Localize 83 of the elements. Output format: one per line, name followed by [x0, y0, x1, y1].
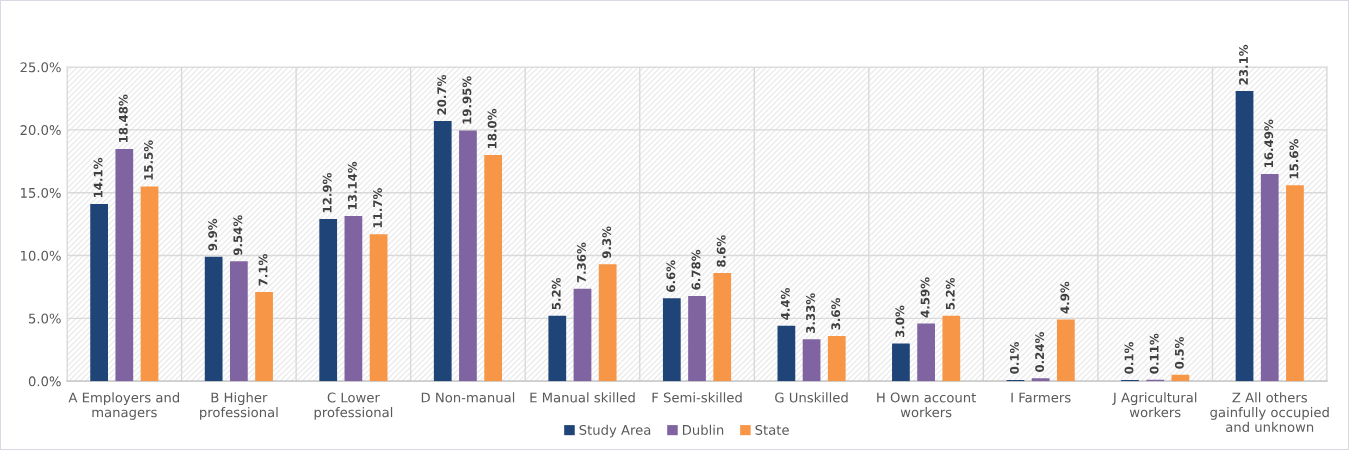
bar — [90, 204, 108, 382]
x-tick-label: C Lower professional — [314, 392, 393, 420]
data-label: 20.7% — [437, 74, 447, 115]
bar — [713, 273, 732, 382]
bar — [1056, 319, 1075, 382]
x-tick-label: F Semi-skilled — [652, 392, 742, 403]
bar — [942, 315, 961, 382]
data-label: 3.33% — [806, 293, 815, 333]
data-label: 9.54% — [233, 215, 243, 256]
data-label: 5.2% — [551, 277, 561, 310]
data-label: 15.5% — [144, 140, 153, 180]
y-tick-label: 10.0% — [21, 250, 61, 261]
bar — [1171, 374, 1190, 382]
data-label: 13.14% — [347, 161, 357, 210]
data-label: 12.9% — [322, 172, 332, 213]
x-tick-label: A Employers and managers — [68, 392, 179, 420]
data-label: 18.48% — [118, 94, 128, 143]
x-tick-label: D Non-manual — [421, 392, 515, 403]
bar — [140, 186, 159, 382]
x-tick-label: H Own account workers — [877, 392, 976, 418]
bar — [459, 130, 477, 382]
data-label: 3.6% — [831, 298, 841, 330]
bar — [1286, 185, 1304, 382]
data-label: 11.7% — [373, 188, 383, 228]
y-tick-label: 15.0% — [21, 187, 61, 198]
data-label: 4.4% — [780, 287, 790, 320]
bar — [827, 335, 846, 382]
data-label: 16.49% — [1264, 119, 1274, 168]
y-tick-label: 20.0% — [20, 125, 61, 136]
data-label: 6.78% — [691, 249, 701, 290]
bar — [662, 298, 681, 382]
bar — [892, 343, 910, 382]
data-label: 5.2% — [945, 277, 955, 310]
data-label: 7.36% — [576, 242, 586, 283]
data-label: 19.95% — [462, 76, 472, 124]
data-label: 15.6% — [1289, 139, 1299, 179]
y-tick-label: 5.0% — [28, 313, 61, 324]
data-label: 0.24% — [1035, 332, 1045, 373]
bar — [548, 315, 567, 382]
x-tick-label: I Farmers — [1011, 392, 1071, 403]
data-label: 18.0% — [487, 108, 497, 149]
bar — [255, 291, 273, 382]
bar — [802, 339, 821, 382]
bar — [204, 256, 223, 382]
data-label: 9.3% — [602, 226, 612, 259]
data-label: 4.59% — [920, 277, 930, 318]
x-tick-label: J Agricultural workers — [1112, 392, 1197, 418]
data-label: 4.9% — [1060, 281, 1070, 314]
bar — [484, 155, 503, 382]
data-label: 0.5% — [1174, 336, 1184, 369]
data-label: 7.1% — [258, 254, 268, 286]
bar — [1235, 90, 1254, 382]
bar — [115, 148, 134, 382]
x-tick-label: G Unskilled — [775, 392, 848, 403]
data-label: 3.0% — [895, 305, 905, 338]
bar — [319, 219, 338, 382]
bar — [344, 216, 363, 382]
legend-label: Dublin — [682, 424, 724, 435]
bar — [573, 288, 592, 382]
bar — [917, 323, 935, 382]
y-tick-label: 25.0% — [20, 62, 61, 73]
bar — [1031, 378, 1050, 382]
legend-label: State — [755, 424, 789, 435]
data-label: 8.6% — [716, 235, 726, 267]
bar — [369, 234, 388, 382]
y-tick-label: 0.0% — [28, 376, 61, 387]
data-label: 0.1% — [1009, 341, 1019, 374]
data-label: 9.9% — [208, 218, 218, 251]
x-tick-label: E Manual skilled — [530, 392, 635, 403]
bar — [433, 121, 452, 382]
bar — [688, 295, 706, 382]
x-tick-label: B Higher professional — [200, 392, 278, 420]
bar — [777, 325, 796, 382]
data-label: 23.1% — [1239, 44, 1248, 85]
bar — [598, 264, 617, 382]
data-label: 0.11% — [1149, 333, 1159, 374]
legend-label: Study Area — [579, 424, 651, 438]
x-tick-label: Z All others gainfully occupied and unknown — [1210, 392, 1329, 433]
data-label: 0.1% — [1124, 341, 1134, 374]
bar — [1260, 173, 1279, 382]
bar — [229, 261, 248, 382]
data-label: 6.6% — [666, 260, 676, 292]
data-label: 14.1% — [93, 157, 103, 198]
